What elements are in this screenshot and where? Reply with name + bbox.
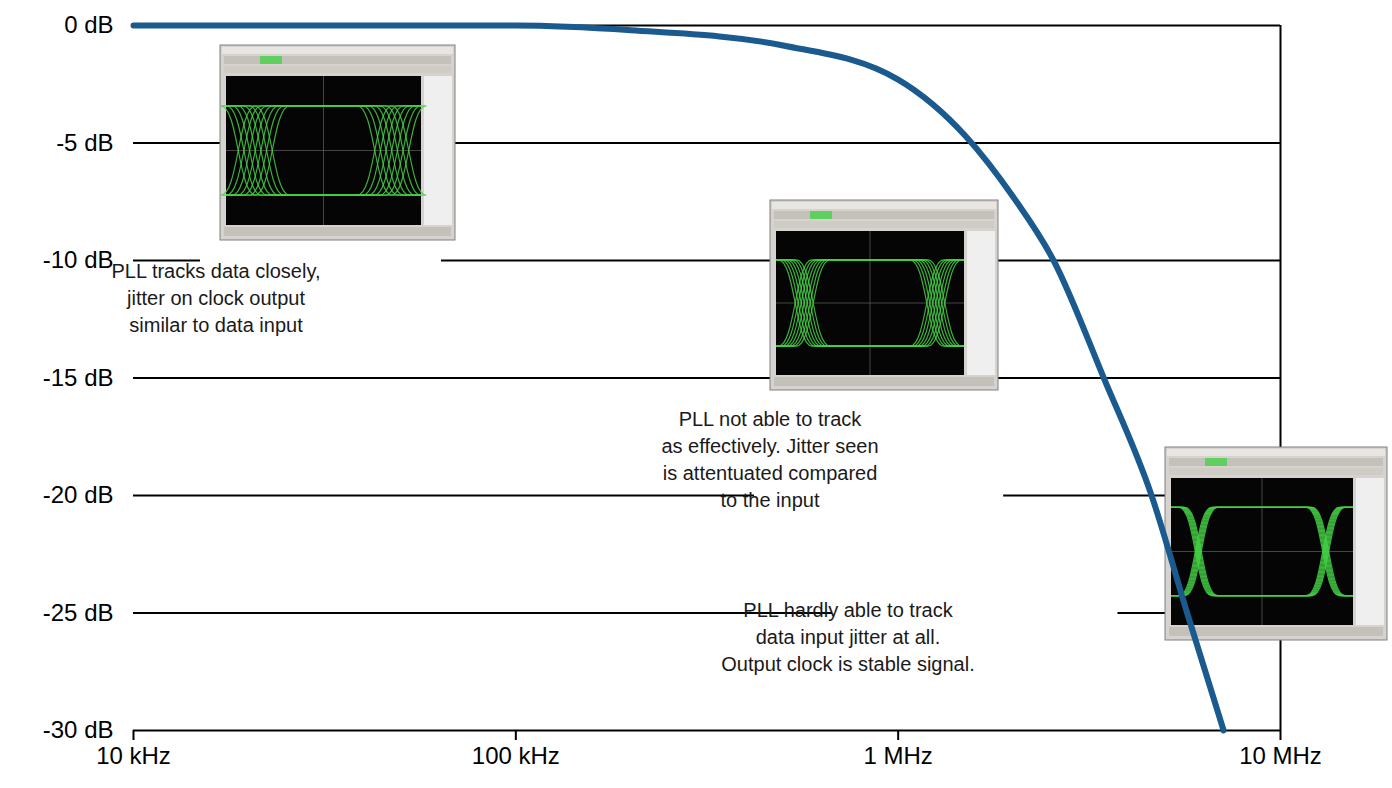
svg-text:100 kHz: 100 kHz [472, 742, 560, 769]
svg-text:PLL tracks data closely,jitter: PLL tracks data closely,jitter on clock … [112, 260, 321, 336]
svg-text:-25 dB: -25 dB [43, 599, 114, 626]
svg-text:-30 dB: -30 dB [43, 716, 114, 743]
svg-text:-20 dB: -20 dB [43, 481, 114, 508]
svg-text:PLL not able to trackas effect: PLL not able to trackas effectively. Jit… [661, 408, 878, 511]
svg-text:-15 dB: -15 dB [43, 364, 114, 391]
svg-text:1 MHz: 1 MHz [863, 742, 932, 769]
svg-text:-5 dB: -5 dB [56, 129, 113, 156]
svg-text:10 kHz: 10 kHz [96, 742, 171, 769]
svg-text:PLL hardly able to trackdata i: PLL hardly able to trackdata input jitte… [721, 599, 974, 675]
svg-text:0 dB: 0 dB [64, 11, 113, 38]
svg-text:-10 dB: -10 dB [43, 246, 114, 273]
svg-text:10 MHz: 10 MHz [1239, 742, 1322, 769]
